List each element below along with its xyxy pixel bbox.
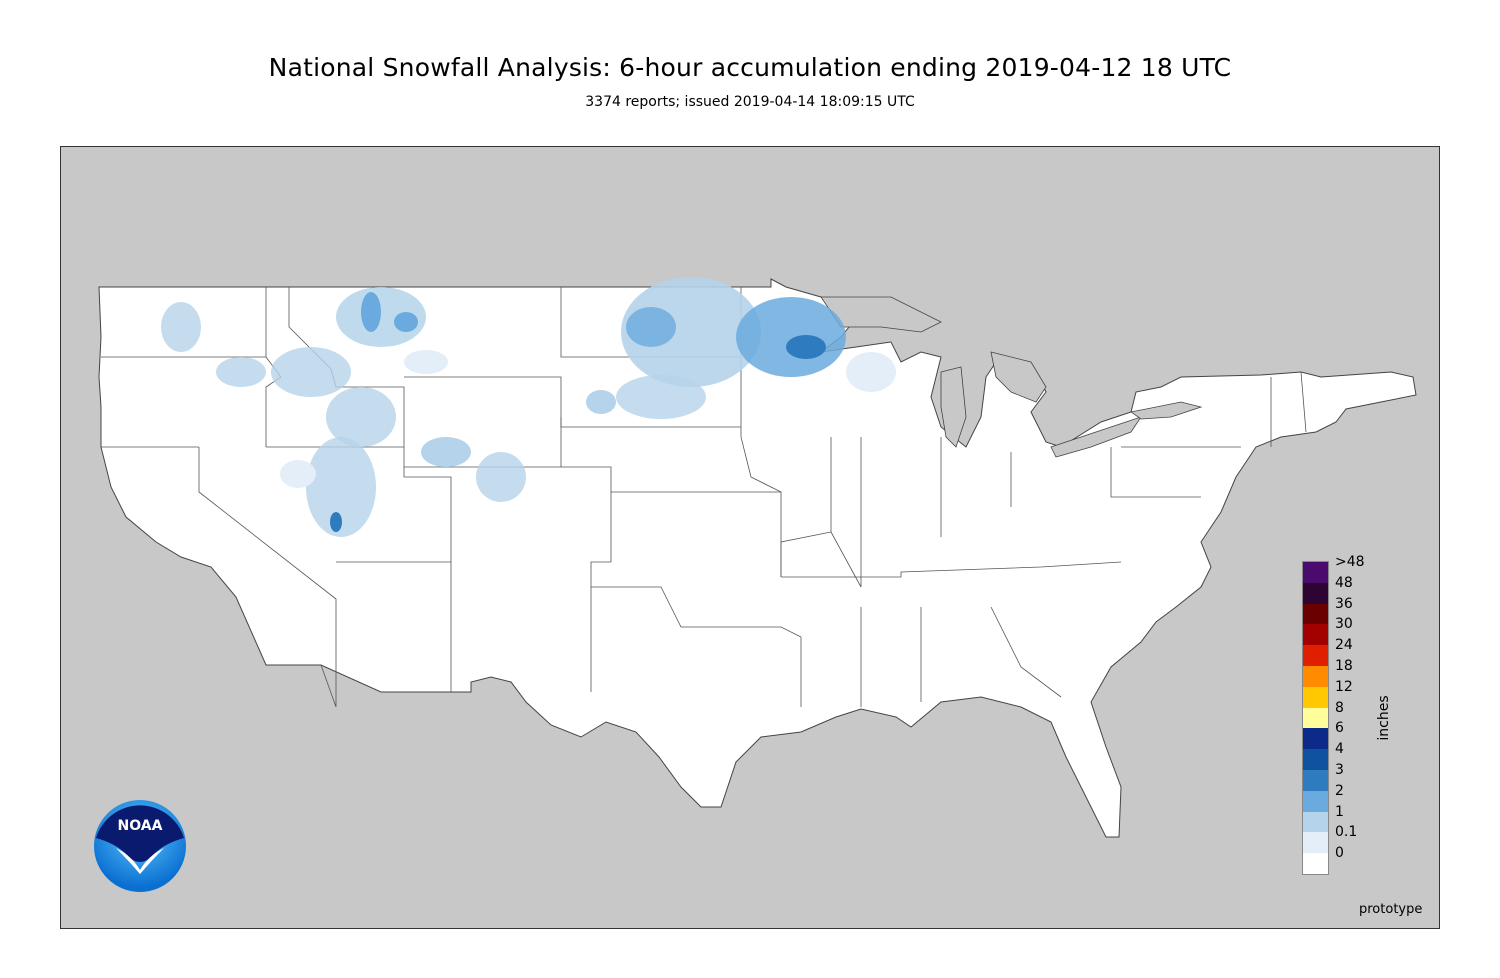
legend-swatch bbox=[1303, 790, 1328, 812]
snowfall-field bbox=[161, 277, 896, 537]
legend-label: 18 bbox=[1335, 658, 1353, 674]
page-title: National Snowfall Analysis: 6-hour accum… bbox=[268, 53, 1232, 82]
legend-swatch bbox=[1303, 769, 1328, 791]
map-canvas bbox=[98, 277, 1417, 838]
legend-label: 6 bbox=[1335, 720, 1344, 737]
page-subtitle: 3374 reports; issued 2019-04-14 18:09:15… bbox=[585, 94, 915, 110]
legend-label: 48 bbox=[1335, 574, 1353, 591]
us-landmass bbox=[98, 278, 1417, 838]
legend-swatch bbox=[1303, 562, 1328, 583]
legend-swatch bbox=[1303, 582, 1328, 604]
legend-label: 8 bbox=[1335, 699, 1344, 716]
legend-swatch bbox=[1303, 832, 1328, 854]
legend-swatch bbox=[1303, 624, 1328, 646]
legend-label: 36 bbox=[1335, 595, 1353, 612]
noaa-logo-icon: NOAA bbox=[94, 800, 186, 892]
legend-swatch bbox=[1303, 603, 1328, 625]
state-borders bbox=[101, 287, 1307, 708]
legend-label: 30 bbox=[1335, 616, 1353, 633]
legend-label: 1 bbox=[1335, 803, 1344, 820]
legend-unit-label: inches bbox=[1376, 695, 1392, 741]
legend-label: >48 bbox=[1335, 554, 1365, 570]
legend-swatch bbox=[1303, 749, 1328, 770]
legend-swatch bbox=[1303, 686, 1328, 708]
legend-label: 0 bbox=[1335, 845, 1344, 862]
legend-swatch bbox=[1303, 665, 1328, 687]
legend-swatch bbox=[1303, 853, 1328, 874]
legend-label: 0.1 bbox=[1335, 824, 1358, 841]
legend-label: 12 bbox=[1335, 678, 1353, 695]
legend-swatch bbox=[1303, 728, 1328, 750]
legend-label: 2 bbox=[1335, 782, 1344, 799]
legend-swatch bbox=[1303, 645, 1328, 666]
snowfall-map bbox=[60, 146, 1440, 929]
legend-colorbar bbox=[1302, 561, 1329, 875]
great-lakes bbox=[820, 296, 1203, 458]
legend-swatch bbox=[1303, 707, 1328, 729]
legend-label: 3 bbox=[1335, 762, 1344, 778]
legend-swatch bbox=[1303, 811, 1328, 833]
legend-label: 4 bbox=[1335, 741, 1344, 758]
noaa-logo-text: NOAA bbox=[118, 818, 163, 834]
prototype-note: prototype bbox=[1359, 902, 1423, 917]
legend-label: 24 bbox=[1335, 637, 1353, 654]
